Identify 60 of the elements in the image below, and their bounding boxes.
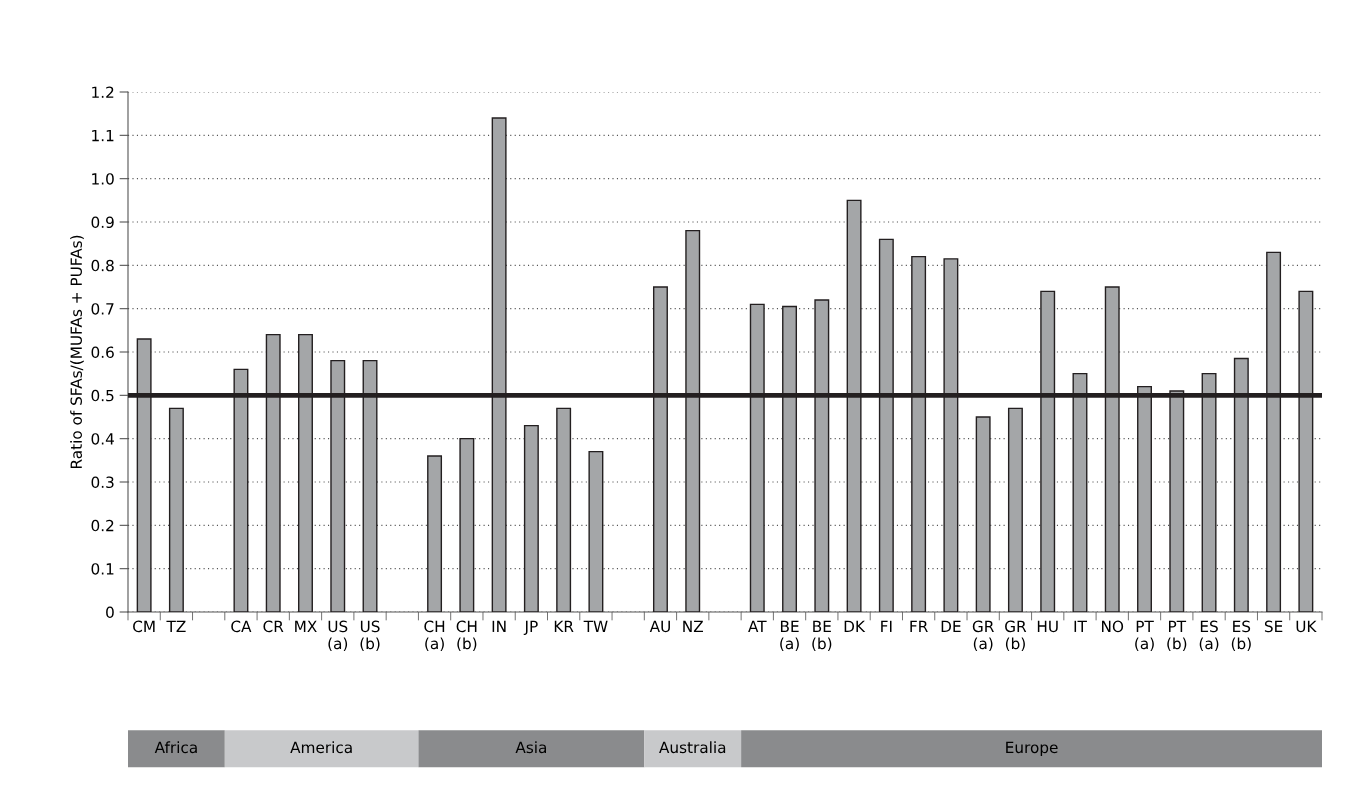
x-tick-label: NO — [1102, 620, 1124, 633]
x-tick-label: CH (a) — [424, 620, 445, 652]
x-tick-label: US (b) — [360, 620, 380, 652]
x-tick-label: DK — [844, 620, 866, 632]
x-tick-label: CA — [231, 620, 252, 633]
y-tick-label: 0.1 — [91, 563, 114, 575]
x-tick-label: CH (b) — [456, 620, 477, 652]
y-tick-label: 0 — [106, 606, 114, 619]
y-tick-label: 0.7 — [91, 303, 114, 315]
x-tick-label: MX — [295, 620, 317, 632]
x-tick-label: TZ — [166, 620, 186, 632]
x-tick-label: FR — [910, 620, 928, 632]
x-tick-label: NZ — [683, 620, 703, 632]
y-tick-label: 1.2 — [92, 86, 114, 98]
bar — [427, 455, 443, 612]
y-tick-label: 0.8 — [91, 259, 114, 272]
x-tick-label: IN — [492, 620, 506, 632]
y-tick-label: 0.6 — [91, 346, 114, 359]
x-tick-label: PT (a) — [1135, 620, 1154, 652]
y-tick-label: 0.9 — [91, 216, 114, 229]
bar — [556, 407, 572, 612]
y-tick-label: 0.4 — [91, 433, 114, 445]
x-tick-label: AT — [748, 620, 767, 632]
x-tick-label: TW — [583, 620, 608, 632]
x-tick-label: US (a) — [328, 620, 348, 652]
bar — [588, 450, 604, 612]
x-tick-label: CR — [263, 620, 284, 633]
x-tick-label: IT — [1074, 620, 1087, 632]
x-tick-label: SE — [1264, 620, 1283, 633]
bar — [1007, 407, 1023, 612]
y-tick-label: 0.3 — [91, 476, 114, 489]
text: Australia — [659, 741, 726, 754]
y-tick-label: 1.1 — [92, 130, 114, 142]
x-tick-label: AU — [649, 620, 670, 633]
bar — [168, 407, 184, 612]
x-tick-label: BE (a) — [780, 620, 799, 652]
y-tick-label: 0.2 — [91, 519, 114, 532]
x-tick-label: ES (b) — [1231, 620, 1251, 652]
x-tick-label: GR (a) — [972, 620, 994, 652]
x-tick-label: DE — [941, 620, 961, 632]
text: America — [290, 741, 352, 754]
x-tick-label: CM — [133, 620, 155, 633]
y-tick-label: 0.5 — [91, 389, 114, 402]
bar — [523, 424, 539, 612]
x-tick-label: PT (b) — [1167, 620, 1187, 652]
x-tick-label: UK — [1296, 620, 1317, 633]
x-tick-label: KR — [554, 620, 574, 632]
text: Africa — [154, 741, 197, 754]
text: Asia — [515, 741, 546, 754]
text: Europe — [1006, 741, 1058, 757]
x-tick-label: ES (a) — [1199, 620, 1219, 652]
bar — [459, 437, 475, 612]
x-tick-label: JP — [523, 620, 538, 635]
x-tick-label: FI — [881, 620, 892, 632]
y-axis-title: Ratio of SFAs/(MUFAs + PUFAs) — [70, 235, 84, 469]
x-tick-label: HU — [1037, 620, 1058, 633]
x-tick-label: GR (b) — [1005, 620, 1027, 652]
bar — [975, 416, 991, 612]
y-tick-label: 1.0 — [92, 173, 114, 185]
x-tick-label: BE (b) — [812, 620, 832, 652]
